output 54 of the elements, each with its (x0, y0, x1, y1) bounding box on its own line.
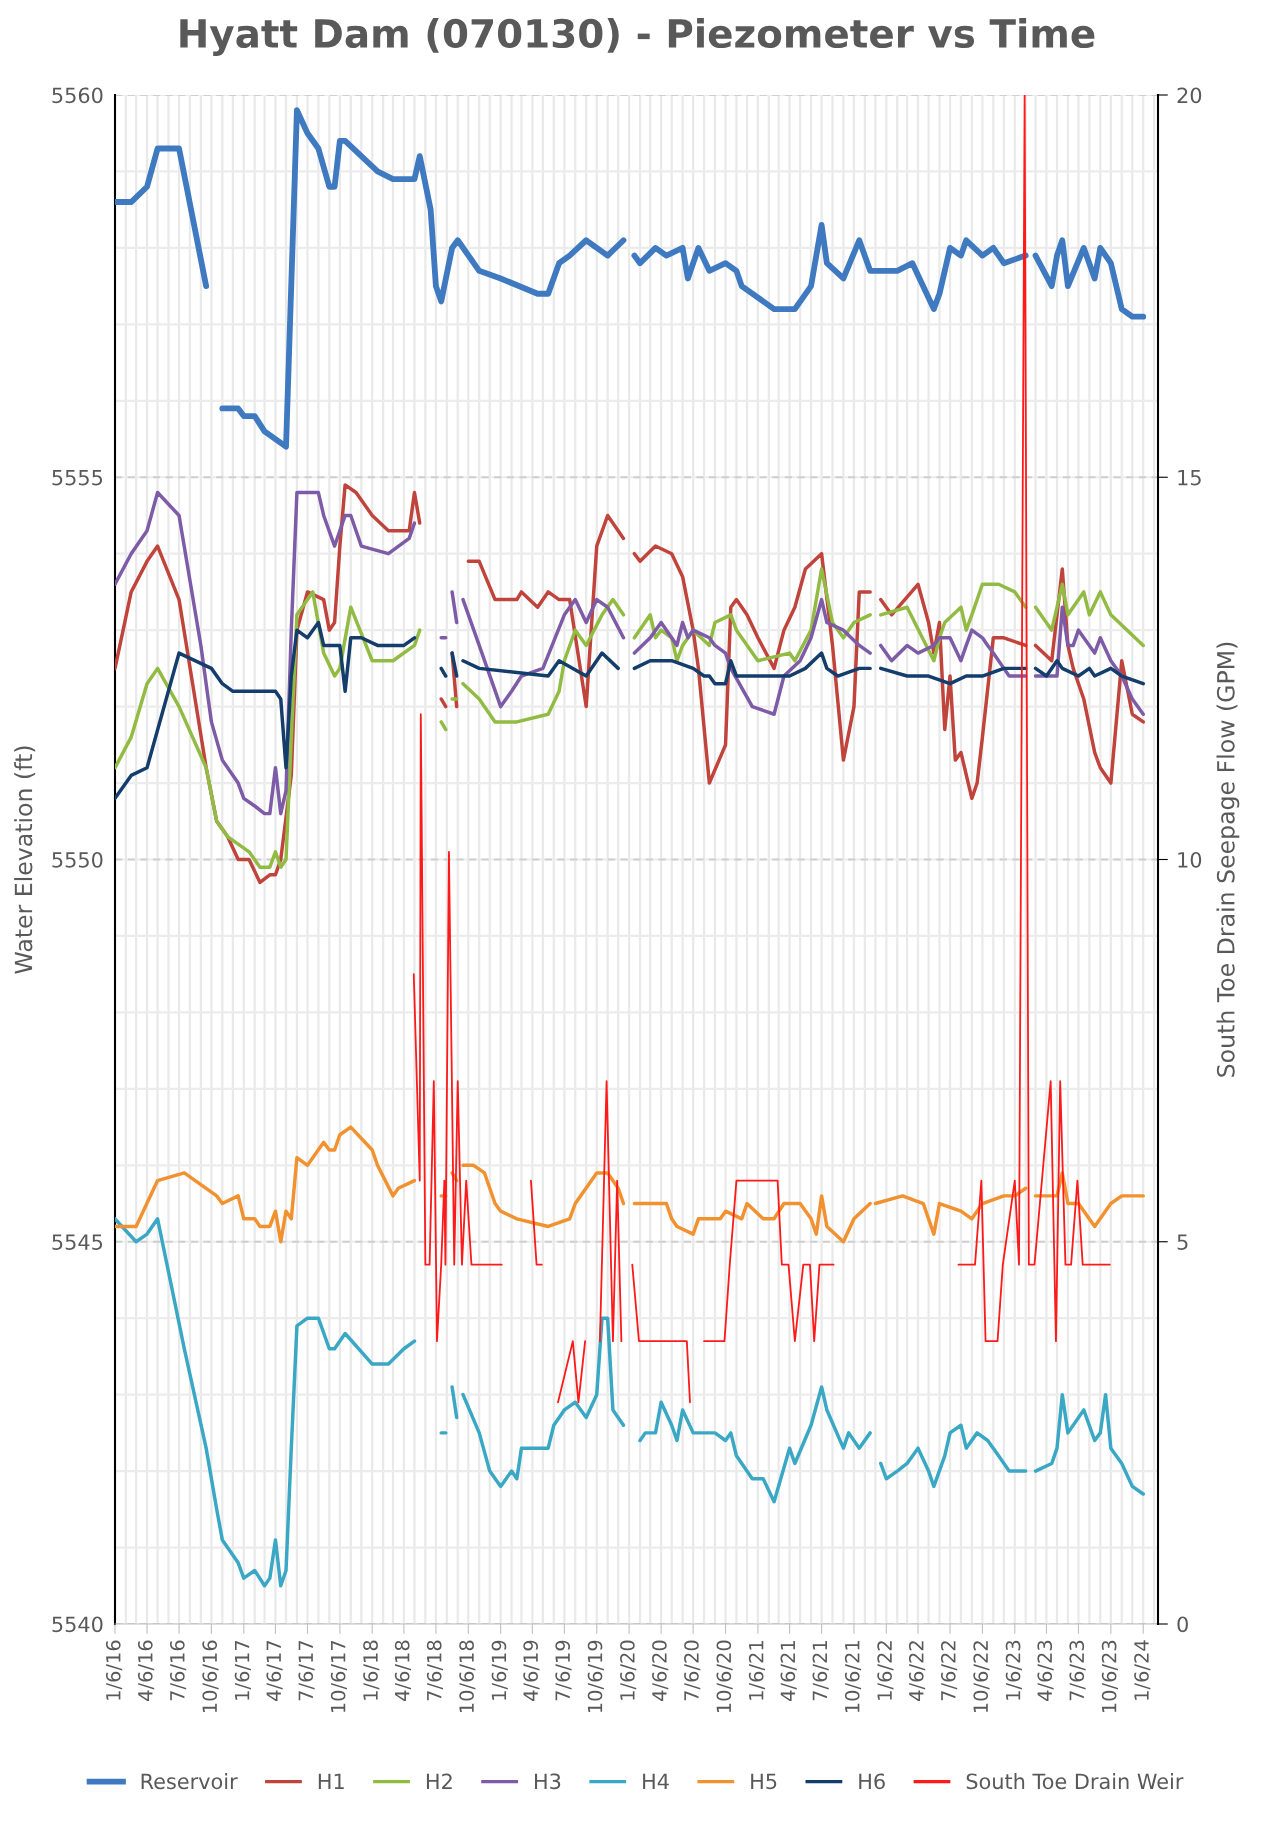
legend-label: H5 (751, 1773, 777, 1790)
y-tick-label: 5555 (52, 469, 103, 486)
x-tick-label: 4/6/18 (394, 1640, 412, 1701)
x-tick-label: 1/6/17 (234, 1640, 251, 1700)
y2-axis-title: South Toe Drain Seepage Flow (GPM) (1216, 642, 1240, 1077)
x-tick-label: 1/6/22 (877, 1641, 894, 1700)
legend-label: H3 (535, 1773, 561, 1790)
legend-label: H2 (426, 1773, 452, 1789)
y-tick-label: 5540 (52, 1616, 103, 1633)
x-tick-label: 7/6/23 (1069, 1640, 1086, 1701)
x-tick-label: 10/6/18 (459, 1640, 476, 1713)
y2-tick-label: 20 (1177, 87, 1202, 104)
x-tick-label: 4/6/20 (652, 1640, 669, 1701)
y-tick-label: 5550 (52, 851, 103, 868)
x-tick-label: 7/6/21 (812, 1641, 829, 1701)
legend-label: H6 (859, 1773, 885, 1790)
x-tick-label: 10/6/20 (716, 1640, 733, 1713)
legend-label: Reservoir (141, 1773, 238, 1790)
legend-label: H1 (318, 1773, 344, 1789)
x-tick-label: 7/6/20 (684, 1640, 701, 1701)
x-tick-label: 4/6/21 (780, 1641, 797, 1701)
x-tick-label: 10/6/22 (973, 1641, 990, 1713)
x-tick-label: 10/6/19 (587, 1640, 604, 1713)
x-tick-label: 1/6/18 (363, 1640, 380, 1700)
x-tick-label: 1/6/23 (1005, 1640, 1022, 1700)
y2-tick-label: 10 (1178, 851, 1202, 868)
x-tick-label: 4/6/17 (266, 1640, 283, 1701)
x-tick-label: 7/6/16 (169, 1640, 187, 1701)
x-tick-label: 7/6/22 (940, 1641, 958, 1701)
x-tick-label: 4/6/16 (137, 1640, 155, 1701)
x-tick-label: 1/6/24 (1134, 1640, 1151, 1700)
x-tick-label: 4/6/22 (908, 1641, 926, 1701)
x-tick-label: 4/6/23 (1037, 1640, 1054, 1701)
y-tick-label: 5560 (52, 87, 103, 104)
x-tick-label: 4/6/19 (523, 1640, 540, 1701)
x-tick-label: 1/6/16 (105, 1640, 123, 1700)
x-tick-label: 1/6/21 (748, 1641, 766, 1700)
x-tick-label: 10/6/17 (330, 1640, 348, 1713)
legend-label: H4 (643, 1773, 669, 1789)
x-tick-label: 10/6/21 (844, 1641, 862, 1713)
x-tick-label: 1/6/20 (620, 1640, 637, 1700)
y-tick-label: 5545 (52, 1234, 103, 1250)
x-tick-label: 7/6/17 (298, 1640, 315, 1701)
x-tick-label: 1/6/19 (491, 1640, 508, 1700)
legend-label: South Toe Drain Weir (966, 1773, 1184, 1790)
y2-tick-label: 5 (1177, 1234, 1188, 1250)
x-tick-label: 10/6/23 (1101, 1640, 1119, 1713)
x-tick-label: 7/6/18 (426, 1640, 444, 1701)
y2-tick-label: 0 (1177, 1616, 1188, 1633)
x-tick-label: 10/6/16 (202, 1640, 219, 1713)
chart-title: Hyatt Dam (070130) - Piezometer vs Time (180, 18, 1095, 56)
y-axis-title: Water Elevation (ft) (14, 746, 36, 974)
x-tick-label: 7/6/19 (555, 1640, 572, 1701)
y2-tick-label: 15 (1178, 469, 1201, 486)
